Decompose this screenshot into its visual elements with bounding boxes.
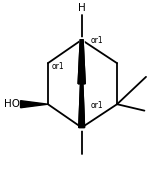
Polygon shape bbox=[79, 84, 84, 127]
Text: or1: or1 bbox=[90, 101, 103, 110]
Polygon shape bbox=[78, 40, 85, 84]
Text: HO: HO bbox=[4, 99, 20, 109]
Text: H: H bbox=[78, 3, 85, 13]
Text: or1: or1 bbox=[52, 62, 65, 71]
Polygon shape bbox=[78, 40, 85, 84]
Polygon shape bbox=[79, 84, 84, 127]
Polygon shape bbox=[21, 101, 48, 108]
Text: or1: or1 bbox=[90, 36, 103, 45]
